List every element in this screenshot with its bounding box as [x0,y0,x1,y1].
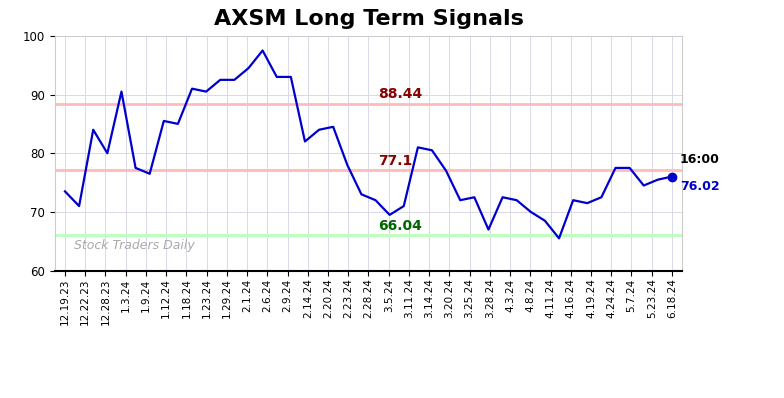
Text: 16:00: 16:00 [680,153,720,166]
Text: 77.1: 77.1 [379,154,413,168]
Text: Stock Traders Daily: Stock Traders Daily [74,239,194,252]
Title: AXSM Long Term Signals: AXSM Long Term Signals [213,9,524,29]
Text: 76.02: 76.02 [680,179,720,193]
Text: 66.04: 66.04 [379,219,423,233]
Text: 88.44: 88.44 [379,87,423,101]
